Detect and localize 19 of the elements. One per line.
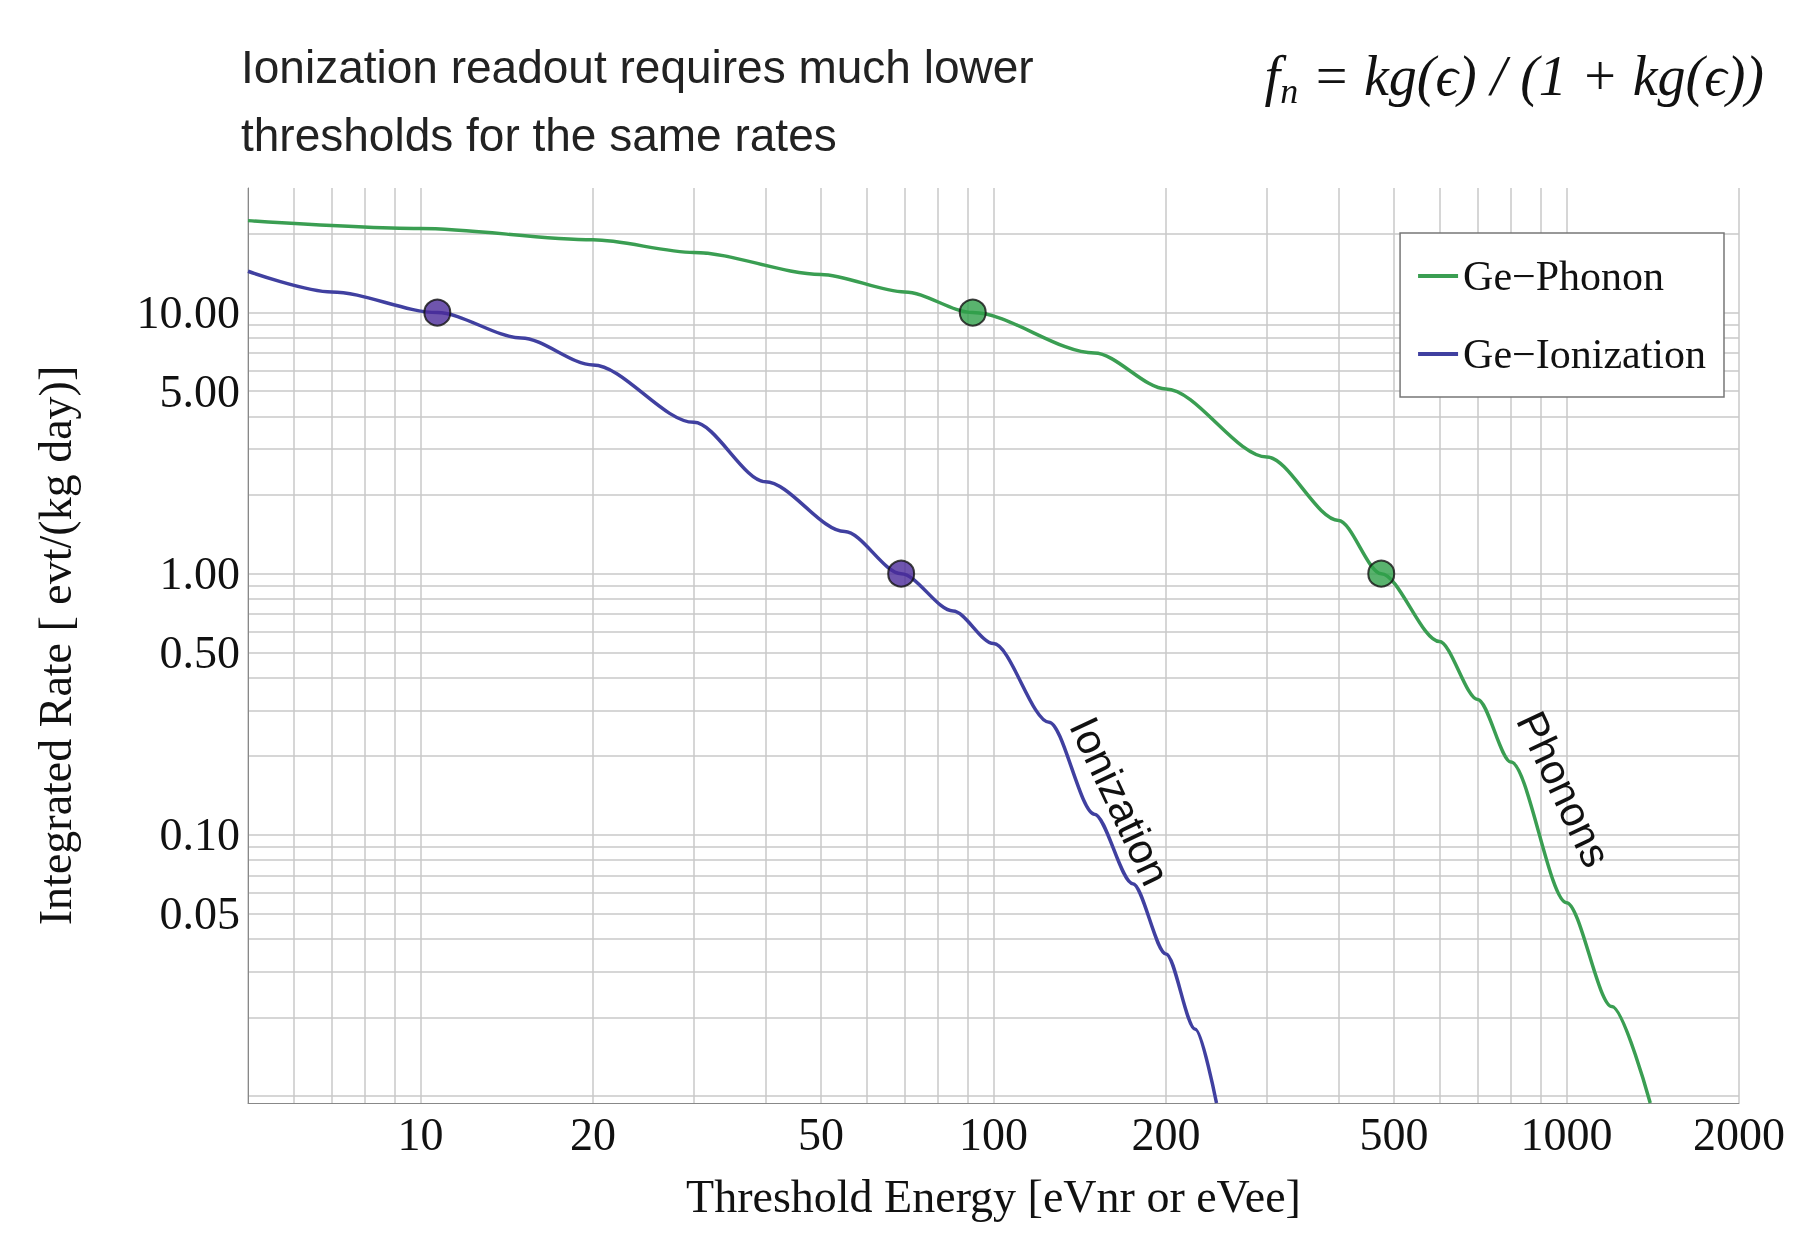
y-tick-label: 5.00 <box>159 365 240 417</box>
x-tick-label: 50 <box>798 1108 845 1160</box>
x-tick-label: 200 <box>1131 1108 1201 1160</box>
y-tick-label: 0.05 <box>159 887 240 939</box>
x-tick-label: 500 <box>1359 1108 1429 1160</box>
y-tick-label: 10.00 <box>136 287 240 339</box>
chart-title: Ionization readout requires much lower thresholds for the same rates <box>241 41 1047 161</box>
y-tick-label: 0.50 <box>159 626 240 678</box>
x-tick-label: 2000 <box>1693 1108 1785 1160</box>
x-axis-title: Threshold Energy [eVnr or eVee] <box>686 1170 1301 1222</box>
legend-label: Ge−Phonon <box>1463 253 1665 299</box>
y-tick-label: 1.00 <box>159 548 240 600</box>
y-axis-title: Integrated Rate [ evt/(kg day)] <box>29 365 81 926</box>
y-tick-label: 0.10 <box>159 809 240 861</box>
legend-label: Ge−Ionization <box>1463 331 1706 377</box>
x-tick-label: 20 <box>569 1108 616 1160</box>
x-tick-label: 100 <box>959 1108 1028 1160</box>
x-tick-label: 10 <box>397 1108 444 1160</box>
x-tick-label: 1000 <box>1520 1108 1613 1160</box>
